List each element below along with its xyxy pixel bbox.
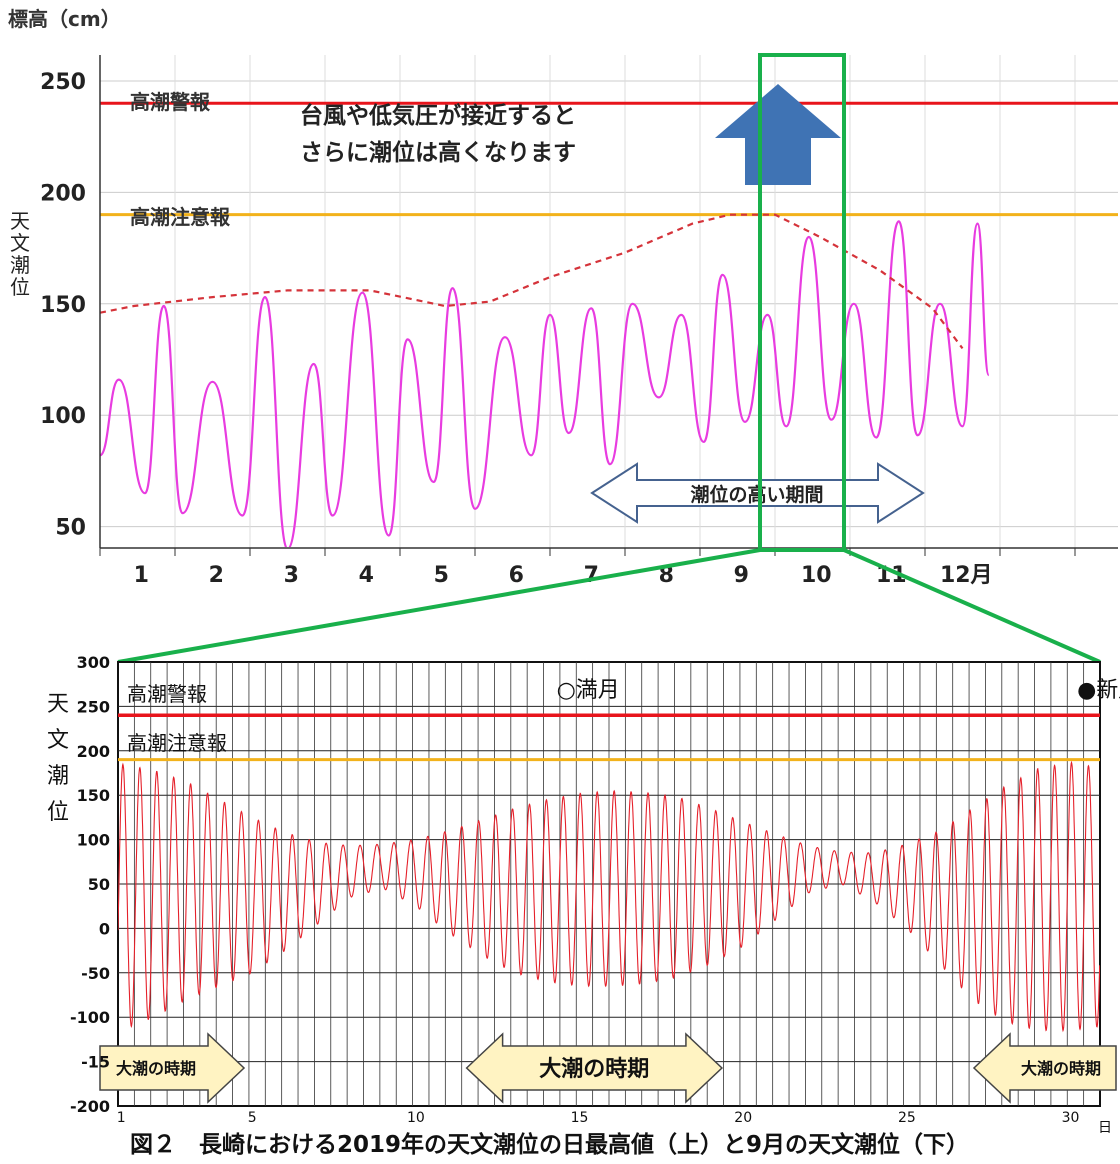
top-y-label-char: 天	[10, 209, 30, 233]
bottom-series	[118, 760, 1100, 1033]
top-y-axis-label: 天文潮位	[10, 209, 30, 299]
bottom-y-tick-label: 150	[77, 786, 110, 805]
bottom-warning-label: 高潮警報	[127, 682, 207, 706]
spring-tide-arrows: 大潮の時期 大潮の時期 大潮の時期	[99, 1032, 1117, 1104]
top-x-tick-label: 12月	[940, 563, 993, 588]
bottom-y-label-char: 文	[47, 728, 69, 753]
top-chart: 高潮警報 高潮注意報 台風や低気圧が接近すると さらに潮位は高くなります 潮位の…	[8, 7, 1118, 588]
top-x-tick-label: 6	[509, 563, 524, 588]
zoom-connector-left	[117, 548, 761, 664]
bottom-threshold-lines	[118, 713, 1100, 762]
bottom-y-tick-label: -50	[81, 964, 110, 983]
bottom-y-label-char: 天	[47, 692, 69, 717]
top-x-tick-label: 4	[359, 563, 374, 588]
figure-caption: 図２ 長崎における2019年の天文潮位の日最高値（上）と9月の天文潮位（下）	[130, 1131, 969, 1158]
bottom-y-tick-label: 100	[77, 831, 110, 850]
bottom-y-label-char: 潮	[47, 764, 69, 789]
top-warning-label: 高潮警報	[130, 90, 211, 114]
top-y-tick-label: 50	[55, 516, 86, 541]
top-y-ticks: 250 200 150 100 50	[40, 70, 86, 541]
spring-tide-label: 大潮の時期	[539, 1057, 649, 1082]
bottom-y-axis-label: 天文潮位	[47, 692, 69, 825]
bottom-y-tick-label: 250	[77, 697, 110, 716]
top-y-unit-label: 標高（cm）	[8, 7, 121, 31]
new-moon-label: ●新月	[1077, 678, 1120, 703]
bottom-y-tick-label: 50	[88, 875, 110, 894]
top-y-label-char: 文	[10, 231, 30, 255]
bottom-grid	[118, 662, 1100, 1106]
high-period-label: 潮位の高い期間	[690, 483, 823, 506]
spring-tide-arrow-icon	[99, 1032, 246, 1104]
top-y-tick-label: 200	[40, 181, 86, 206]
zoom-connector-right	[843, 548, 1101, 664]
september-highlight-box	[758, 53, 846, 552]
spring-tide-label: 大潮の時期	[116, 1059, 196, 1078]
bottom-y-label-char: 位	[47, 800, 69, 825]
top-x-tick-label: 7	[584, 563, 599, 588]
top-x-tick-label: 9	[734, 563, 749, 588]
bottom-y-tick-label: -15	[81, 1053, 110, 1072]
top-x-tick-label: 8	[659, 563, 674, 588]
bottom-x-tick-label: 5	[248, 1110, 257, 1126]
top-advisory-label: 高潮注意報	[130, 205, 231, 229]
top-grid	[99, 55, 1118, 548]
bottom-x-tick-label: 20	[734, 1110, 752, 1126]
bottom-advisory-label: 高潮注意報	[127, 731, 227, 755]
full-moon-label: ○満月	[557, 678, 620, 703]
bottom-x-tick-label: 15	[571, 1110, 589, 1126]
top-x-tick-label: 5	[434, 563, 449, 588]
top-y-label-char: 位	[10, 275, 30, 299]
bottom-y-tick-label: 200	[77, 742, 110, 761]
bottom-x-tick-label: 10	[407, 1110, 425, 1126]
spring-tide-arrow-icon	[972, 1032, 1117, 1104]
top-x-tick-label: 10	[801, 563, 832, 588]
bottom-y-tick-label: 300	[77, 653, 110, 672]
bottom-x-unit: 日	[1098, 1120, 1112, 1136]
bottom-x-tick-label: 25	[898, 1110, 916, 1126]
top-series	[100, 213, 990, 547]
top-y-label-char: 潮	[10, 253, 30, 277]
top-x-tick-label: 1	[134, 563, 149, 588]
top-threshold-lines	[100, 101, 1118, 217]
double-arrow-icon	[590, 462, 925, 524]
spring-tide-arrow-icon	[465, 1032, 724, 1104]
top-annotation-line1: 台風や低気圧が接近すると	[300, 102, 576, 129]
top-x-tick-label: 3	[284, 563, 299, 588]
bottom-x-ticks: 1 5 10 15 20 25 30	[117, 1110, 1080, 1126]
bottom-tide-line	[118, 760, 1100, 1033]
top-y-tick-label: 100	[40, 404, 86, 429]
bottom-y-tick-label: -200	[70, 1097, 110, 1116]
bottom-x-tick-label: 30	[1062, 1110, 1080, 1126]
bottom-y-tick-label: -100	[70, 1008, 110, 1027]
top-annotation-line2: さらに潮位は高くなります	[300, 139, 576, 166]
top-y-tick-label: 250	[40, 70, 86, 95]
top-x-tick-label: 2	[209, 563, 224, 588]
bottom-x-tick-label: 1	[117, 1110, 126, 1126]
top-tide-line	[100, 220, 990, 547]
spring-tide-label: 大潮の時期	[1021, 1059, 1101, 1078]
up-arrow-icon	[715, 84, 841, 185]
bottom-y-ticks: 300 250 200 150 100 50 0 -50 -100 -15 -200	[70, 653, 110, 1116]
top-y-tick-label: 150	[40, 293, 86, 318]
bottom-y-tick-label: 0	[99, 919, 110, 938]
top-envelope-line	[100, 213, 964, 350]
